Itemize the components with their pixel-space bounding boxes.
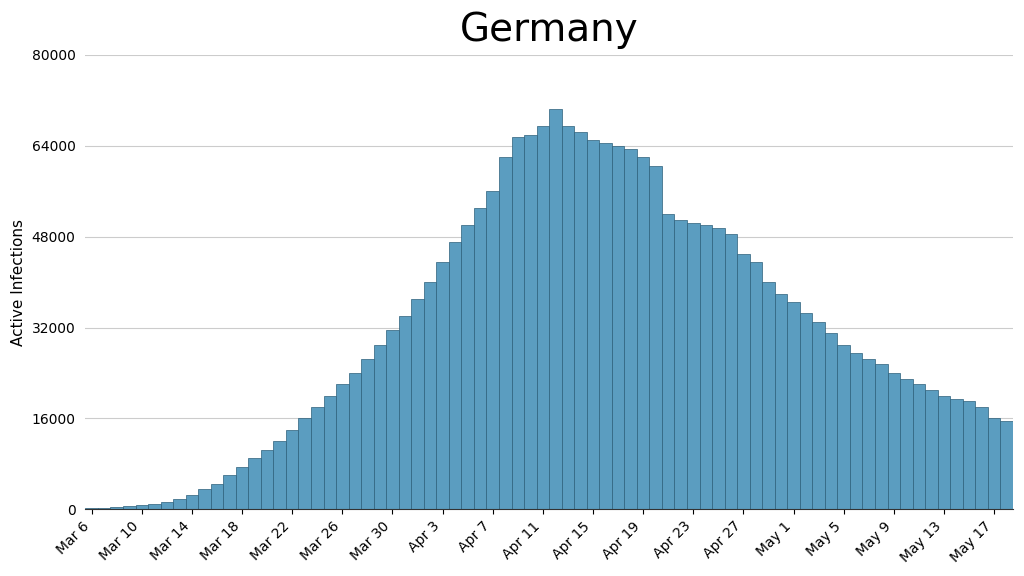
Bar	[825, 334, 838, 509]
Bar	[900, 378, 912, 509]
Bar	[236, 467, 249, 509]
Bar	[649, 166, 662, 509]
Bar	[787, 302, 800, 509]
Bar	[549, 109, 562, 509]
Bar	[699, 225, 712, 509]
Bar	[386, 331, 398, 509]
Bar	[412, 299, 424, 509]
Bar	[486, 191, 499, 509]
Bar	[185, 495, 199, 509]
Bar	[324, 396, 336, 509]
Bar	[123, 506, 135, 509]
Bar	[574, 132, 587, 509]
Bar	[261, 450, 273, 509]
Title: Germany: Germany	[460, 11, 638, 49]
Bar	[625, 149, 637, 509]
Bar	[687, 222, 699, 509]
Bar	[750, 262, 762, 509]
Bar	[398, 316, 412, 509]
Bar	[975, 407, 988, 509]
Bar	[662, 214, 675, 509]
Bar	[462, 225, 474, 509]
Bar	[587, 140, 599, 509]
Bar	[524, 135, 537, 509]
Bar	[800, 313, 812, 509]
Bar	[850, 353, 862, 509]
Bar	[449, 242, 462, 509]
Bar	[361, 359, 374, 509]
Bar	[273, 441, 286, 509]
Bar	[436, 262, 449, 509]
Bar	[938, 396, 950, 509]
Bar	[963, 401, 975, 509]
Bar	[223, 475, 236, 509]
Bar	[424, 282, 436, 509]
Bar	[211, 484, 223, 509]
Bar	[374, 344, 386, 509]
Bar	[173, 499, 185, 509]
Bar	[298, 418, 311, 509]
Bar	[562, 126, 574, 509]
Bar	[637, 157, 649, 509]
Bar	[812, 322, 825, 509]
Bar	[988, 418, 1000, 509]
Bar	[148, 503, 161, 509]
Bar	[135, 505, 148, 509]
Bar	[925, 390, 938, 509]
Bar	[85, 508, 98, 509]
Bar	[1000, 421, 1013, 509]
Bar	[876, 365, 888, 509]
Bar	[499, 157, 512, 509]
Bar	[512, 137, 524, 509]
Bar	[311, 407, 324, 509]
Bar	[474, 209, 486, 509]
Bar	[838, 344, 850, 509]
Bar	[199, 490, 211, 509]
Bar	[336, 384, 348, 509]
Y-axis label: Active Infections: Active Infections	[11, 219, 26, 346]
Bar	[862, 359, 876, 509]
Bar	[537, 126, 549, 509]
Bar	[737, 254, 750, 509]
Bar	[286, 430, 298, 509]
Bar	[775, 294, 787, 509]
Bar	[912, 384, 925, 509]
Bar	[712, 228, 725, 509]
Bar	[348, 373, 361, 509]
Bar	[675, 219, 687, 509]
Bar	[888, 373, 900, 509]
Bar	[950, 399, 963, 509]
Bar	[725, 234, 737, 509]
Bar	[599, 143, 611, 509]
Bar	[161, 502, 173, 509]
Bar	[249, 458, 261, 509]
Bar	[98, 507, 111, 509]
Bar	[762, 282, 775, 509]
Bar	[111, 507, 123, 509]
Bar	[611, 146, 625, 509]
